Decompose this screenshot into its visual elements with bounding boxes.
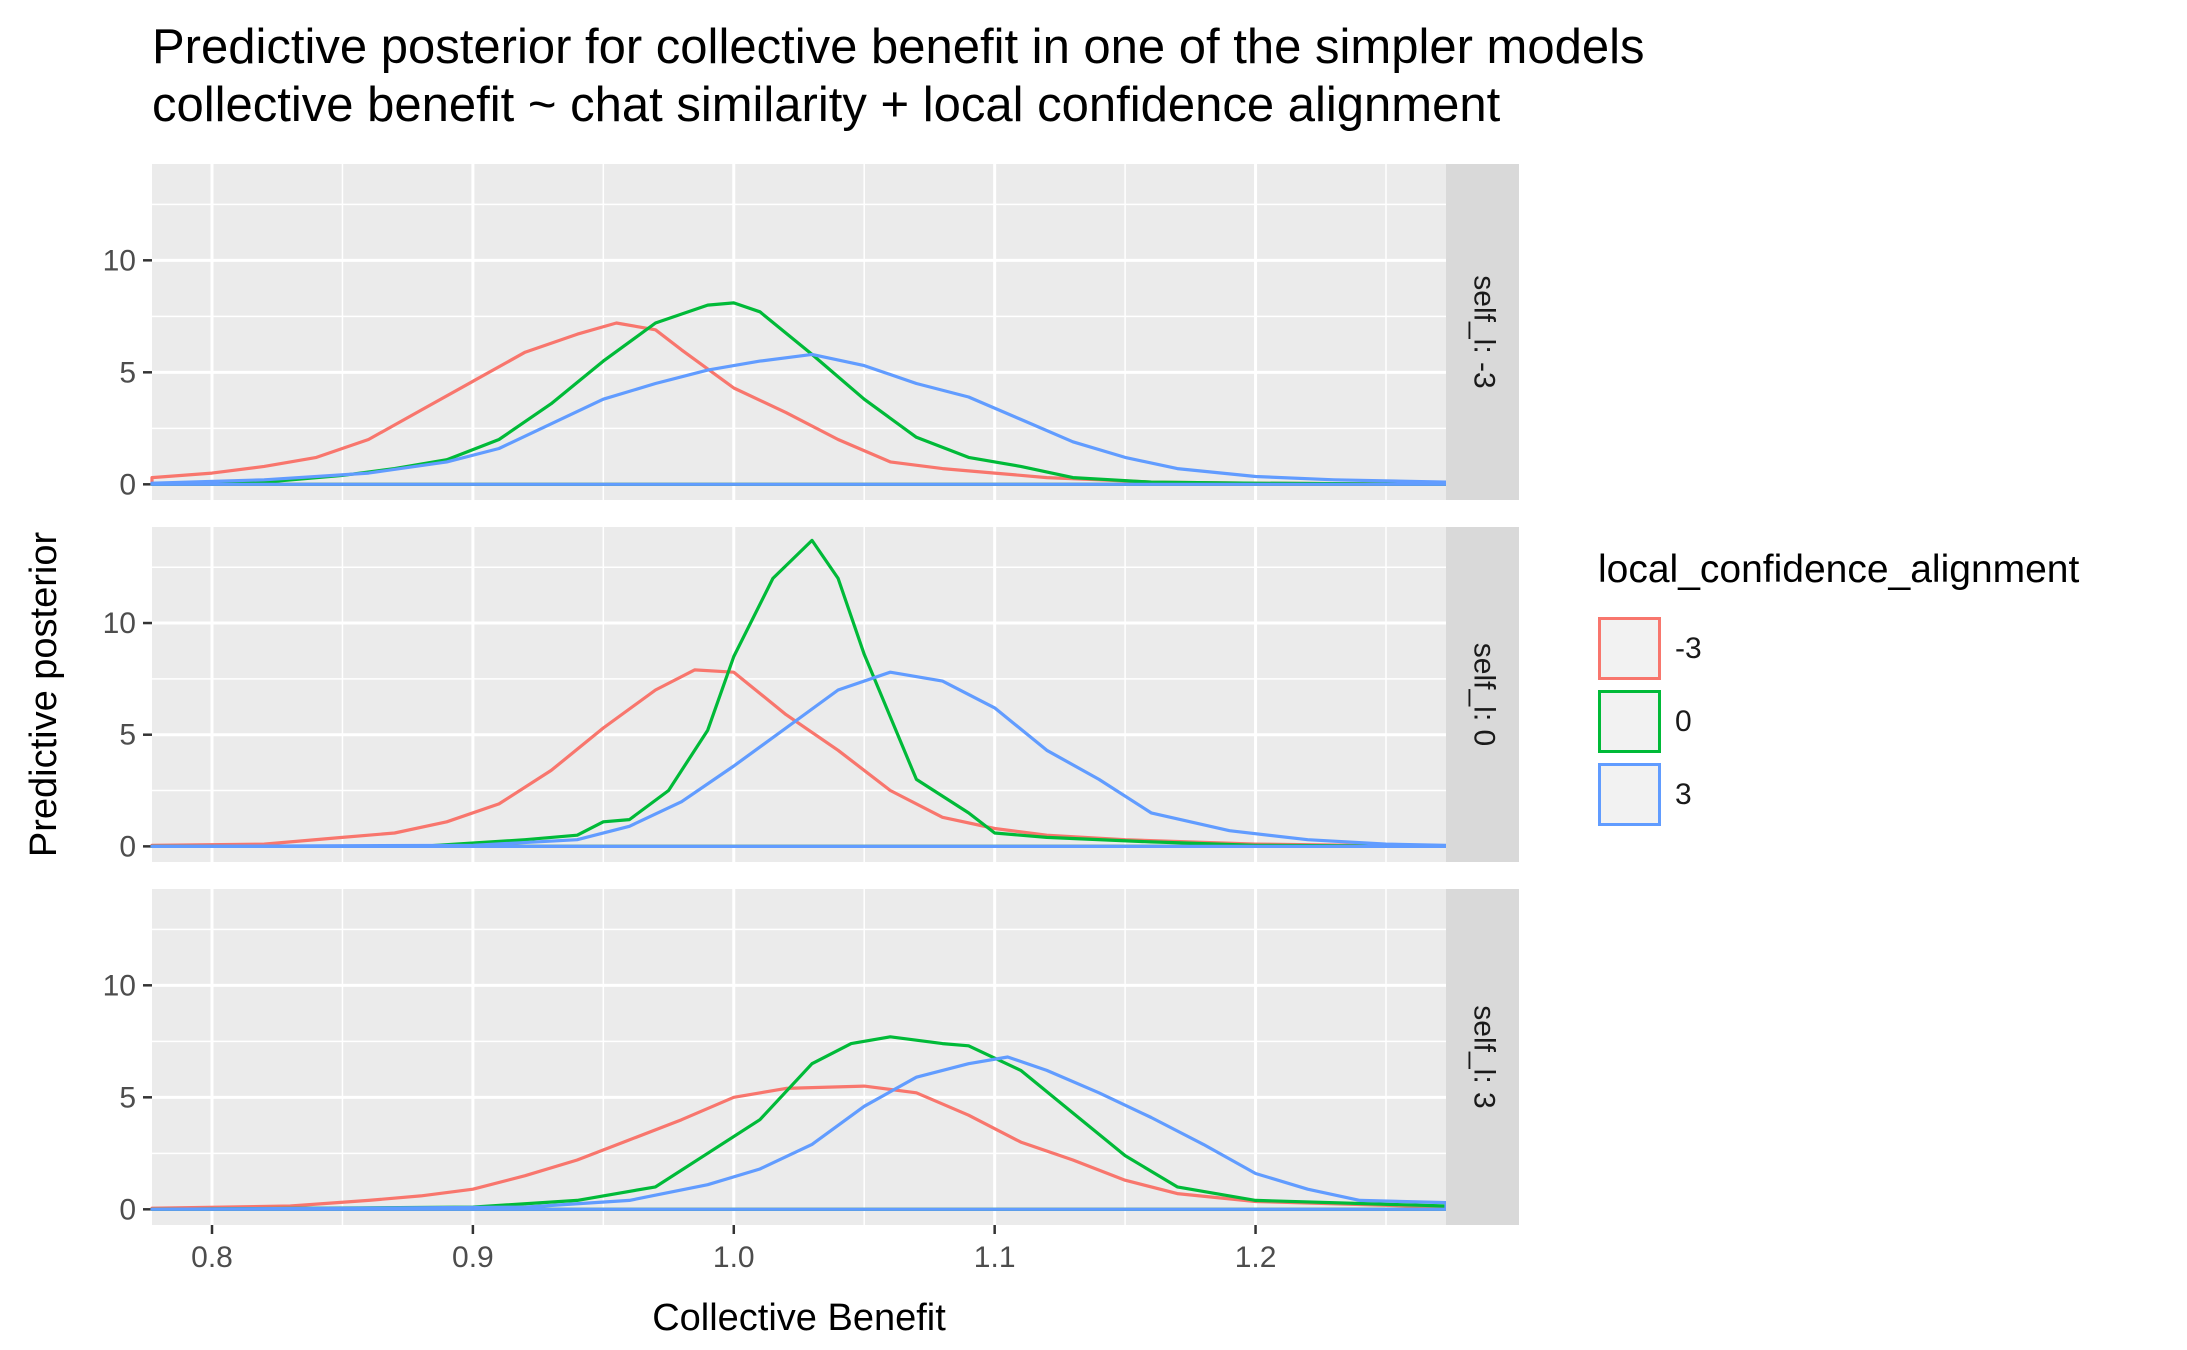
density-curve-3 — [150, 670, 1448, 848]
x-tick-label: 1.2 — [1235, 1241, 1277, 1274]
density-curve-3 — [150, 1055, 1448, 1211]
facet-strip-label: self_l: 3 — [1468, 1005, 1501, 1108]
legend-items: -3 0 3 — [1598, 612, 2079, 831]
legend-item: -3 — [1598, 612, 2079, 685]
y-tick-label: 5 — [119, 1081, 136, 1114]
y-tick-label: 0 — [119, 468, 136, 501]
facet-strip-label: self_l: 0 — [1468, 643, 1501, 746]
facet-strip-label: self_l: -3 — [1468, 275, 1501, 388]
legend-key — [1598, 617, 1661, 680]
x-tick-label: 1.0 — [713, 1241, 755, 1274]
legend-label: -3 — [1675, 631, 1702, 665]
legend-label: 3 — [1675, 777, 1692, 811]
panel-background — [152, 164, 1446, 500]
legend-item: 3 — [1598, 758, 2079, 831]
y-tick-label: 10 — [103, 607, 136, 640]
panel-background — [152, 527, 1446, 862]
x-axis-title: Collective Benefit — [652, 1297, 946, 1339]
facet-strip — [1446, 527, 1519, 862]
y-tick-label: 10 — [103, 244, 136, 277]
legend-title: local_confidence_alignment — [1598, 548, 2080, 591]
density-curve-3 — [150, 352, 1448, 486]
x-tick-label: 0.9 — [452, 1241, 494, 1274]
facet-panel: 0 5 10 self_l: 0 — [103, 527, 1519, 863]
y-axis-title: Predictive posterior — [23, 532, 65, 858]
density-curve-0 — [150, 538, 1448, 848]
y-tick-label: 5 — [119, 719, 136, 752]
legend-item: 0 — [1598, 685, 2079, 758]
title-line-1: Predictive posterior for collective bene… — [152, 20, 1645, 74]
y-tick-label: 0 — [119, 830, 136, 863]
chart-title: Predictive posterior for collective bene… — [152, 18, 1645, 134]
facet-panel: 0 5 10 self_l: 3 — [103, 889, 1519, 1226]
x-tick-label: 1.1 — [974, 1241, 1016, 1274]
y-tick-label: 5 — [119, 356, 136, 389]
density-curve-0 — [150, 1035, 1448, 1211]
panel-background — [152, 889, 1446, 1225]
y-tick-label: 0 — [119, 1193, 136, 1226]
legend-key — [1598, 690, 1661, 753]
legend: local_confidence_alignment -3 0 3 — [1598, 548, 2079, 831]
legend-label: 0 — [1675, 704, 1692, 738]
facet-strip — [1446, 889, 1519, 1225]
title-line-2: collective benefit ~ chat similarity + l… — [152, 78, 1501, 132]
y-tick-label: 10 — [103, 969, 136, 1002]
facet-panel: 0 5 10 self_l: -3 — [103, 164, 1519, 501]
legend-key — [1598, 763, 1661, 826]
facet-strip — [1446, 164, 1519, 500]
x-tick-label: 0.8 — [191, 1241, 233, 1274]
